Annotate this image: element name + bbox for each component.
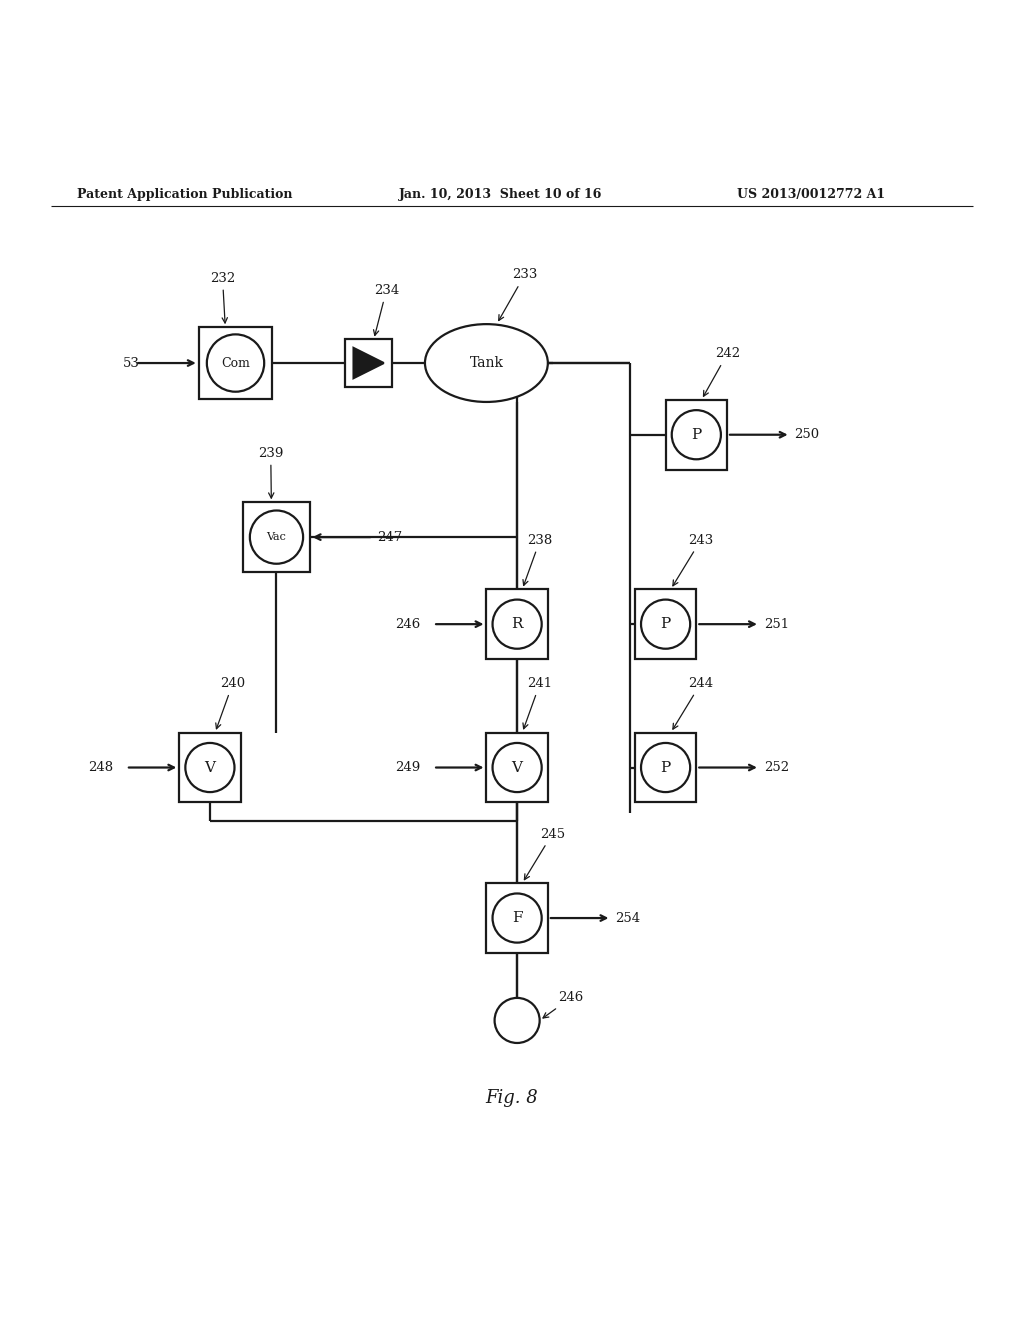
Bar xyxy=(486,589,548,659)
Text: F: F xyxy=(512,911,522,925)
Text: Vac: Vac xyxy=(266,532,287,543)
Text: Tank: Tank xyxy=(469,356,504,370)
Text: 234: 234 xyxy=(374,284,399,335)
Text: P: P xyxy=(660,618,671,631)
Text: 252: 252 xyxy=(764,762,790,774)
Bar xyxy=(179,733,241,803)
Text: 250: 250 xyxy=(795,428,820,441)
Text: 232: 232 xyxy=(210,272,236,323)
Text: US 2013/0012772 A1: US 2013/0012772 A1 xyxy=(737,187,886,201)
Circle shape xyxy=(207,334,264,392)
Text: V: V xyxy=(512,760,522,775)
Bar xyxy=(666,400,727,470)
Text: Patent Application Publication: Patent Application Publication xyxy=(77,187,292,201)
Circle shape xyxy=(493,743,542,792)
Circle shape xyxy=(641,599,690,648)
Bar xyxy=(199,327,272,399)
Text: 251: 251 xyxy=(764,618,790,631)
Text: 240: 240 xyxy=(216,677,246,729)
Circle shape xyxy=(672,411,721,459)
Bar xyxy=(345,339,392,387)
Text: 243: 243 xyxy=(673,533,714,586)
Circle shape xyxy=(250,511,303,564)
Text: 238: 238 xyxy=(523,533,553,585)
Bar xyxy=(635,733,696,803)
Text: 247: 247 xyxy=(377,531,402,544)
Text: 249: 249 xyxy=(395,762,421,774)
Text: 239: 239 xyxy=(258,446,284,498)
Polygon shape xyxy=(353,348,384,378)
Text: 245: 245 xyxy=(524,828,565,879)
Text: 246: 246 xyxy=(543,991,584,1018)
Text: Jan. 10, 2013  Sheet 10 of 16: Jan. 10, 2013 Sheet 10 of 16 xyxy=(399,187,603,201)
Text: 53: 53 xyxy=(123,356,139,370)
Text: V: V xyxy=(205,760,215,775)
Text: 241: 241 xyxy=(523,677,553,729)
Text: Com: Com xyxy=(221,356,250,370)
Bar xyxy=(635,589,696,659)
Circle shape xyxy=(185,743,234,792)
Text: 248: 248 xyxy=(88,762,114,774)
Text: 233: 233 xyxy=(499,268,538,321)
Text: 254: 254 xyxy=(615,912,641,924)
Circle shape xyxy=(495,998,540,1043)
Circle shape xyxy=(493,894,542,942)
Circle shape xyxy=(641,743,690,792)
Bar xyxy=(486,733,548,803)
Text: 242: 242 xyxy=(703,347,740,396)
Bar xyxy=(486,883,548,953)
Text: P: P xyxy=(660,760,671,775)
Text: 246: 246 xyxy=(395,618,421,631)
Text: R: R xyxy=(511,618,523,631)
Text: 244: 244 xyxy=(673,677,714,729)
Bar xyxy=(244,503,309,572)
Ellipse shape xyxy=(425,325,548,403)
Text: Fig. 8: Fig. 8 xyxy=(485,1089,539,1107)
Circle shape xyxy=(493,599,542,648)
Text: P: P xyxy=(691,428,701,442)
